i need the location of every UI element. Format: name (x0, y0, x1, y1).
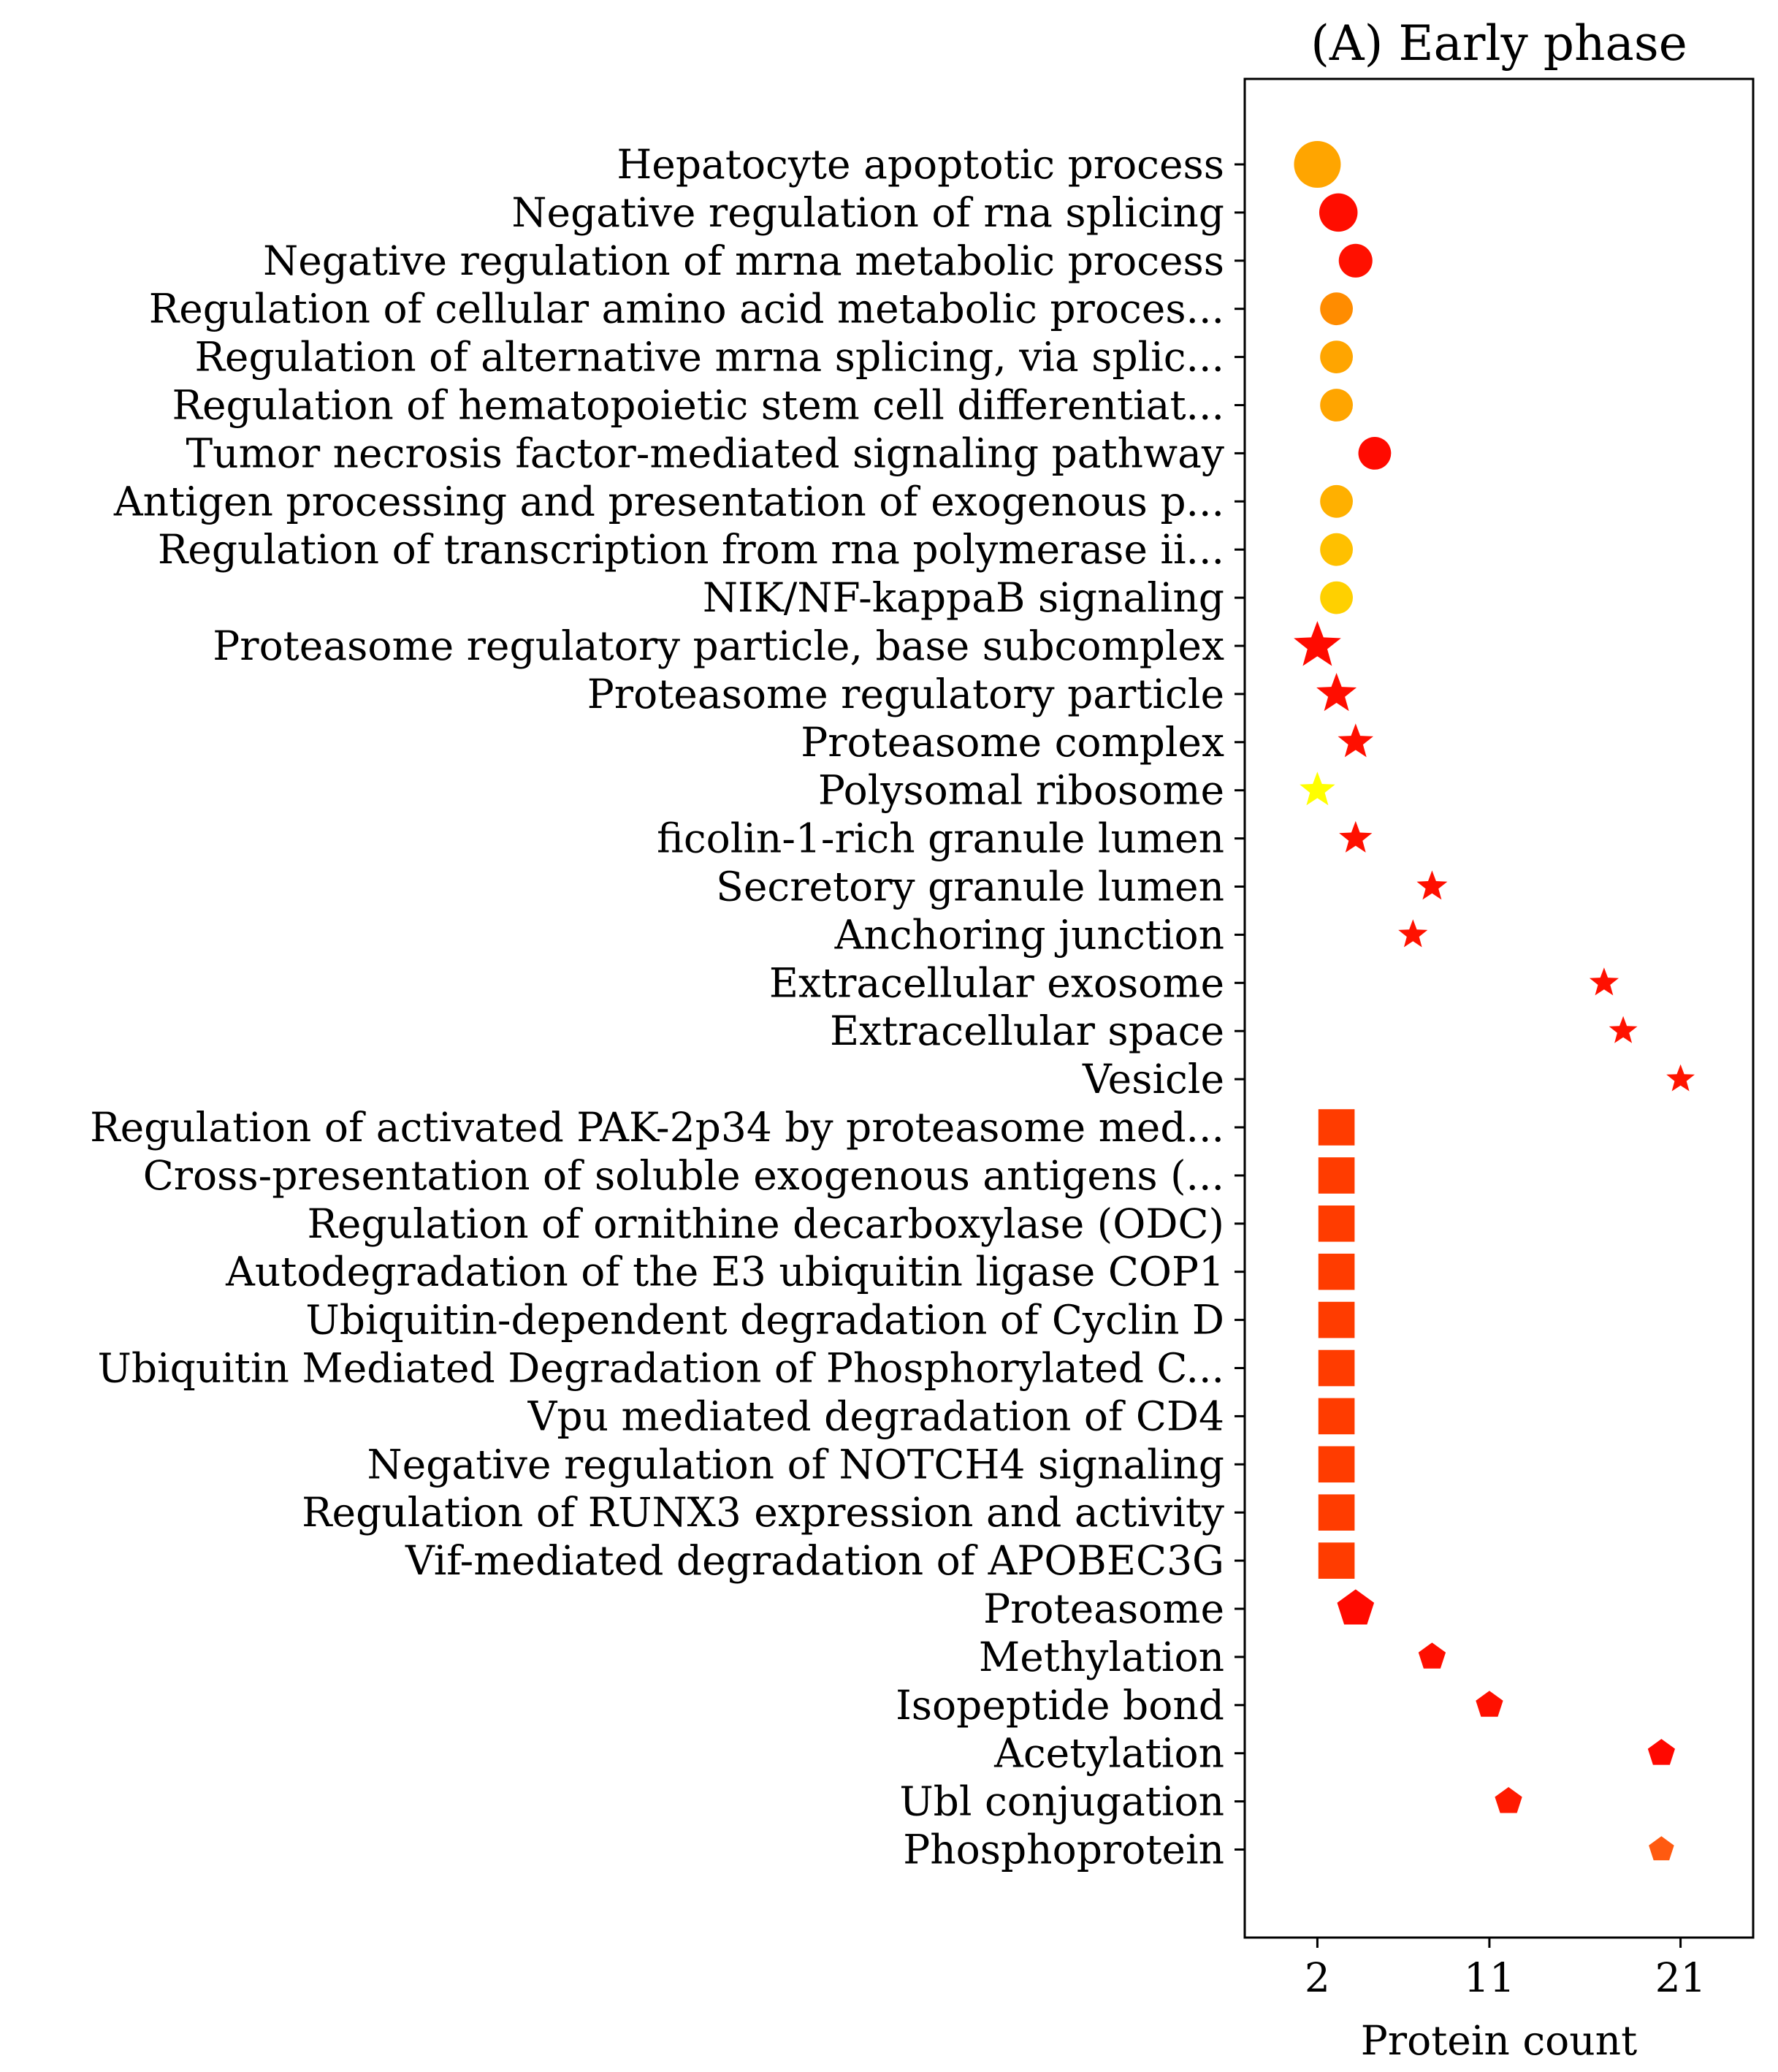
data-point-pentagon (1476, 1691, 1503, 1717)
data-point-square (1318, 1206, 1355, 1242)
y-tick-label: Extracellular exosome (769, 959, 1224, 1006)
data-point-circle (1338, 243, 1373, 278)
data-point-pentagon (1495, 1787, 1522, 1813)
y-tick-label: Proteasome regulatory particle (587, 671, 1224, 717)
data-point-star (1339, 820, 1373, 853)
data-point-circle (1320, 533, 1353, 566)
data-point-circle (1319, 193, 1358, 232)
data-point-star (1294, 621, 1341, 666)
data-point-pentagon (1418, 1642, 1446, 1669)
data-point-square (1318, 1494, 1355, 1531)
data-point-circle (1320, 292, 1353, 326)
data-point-star (1338, 723, 1373, 758)
x-axis-title: Protein count (1361, 2017, 1637, 2064)
y-tick-label: Ubiquitin-dependent degradation of Cycli… (305, 1297, 1224, 1344)
x-axis: 2 11 21 (1305, 1938, 1706, 2001)
y-tick-label: Acetylation (993, 1730, 1224, 1777)
y-tick-label: Ubl conjugation (899, 1778, 1224, 1825)
y-tick-label: ficolin-1-rich granule lumen (657, 815, 1224, 862)
y-tick-label: Regulation of activated PAK-2p34 by prot… (90, 1104, 1224, 1151)
y-tick-label: Vif-mediated degradation of APOBEC3G (405, 1537, 1224, 1584)
y-tick-label: Hepatocyte apoptotic process (617, 141, 1224, 188)
chart-title: (A) Early phase (1310, 15, 1687, 72)
data-point-circle (1320, 340, 1353, 373)
y-tick-label: Regulation of hematopoietic stem cell di… (172, 382, 1224, 429)
data-point-square (1318, 1301, 1355, 1338)
plot-frame (1243, 77, 1755, 1939)
y-tick-label: Tumor necrosis factor-mediated signaling… (186, 430, 1224, 476)
y-tick-label: Autodegradation of the E3 ubiquitin liga… (225, 1249, 1224, 1295)
y-tick-label: Negative regulation of mrna metabolic pr… (263, 237, 1224, 284)
y-tick-label: NIK/NF-kappaB signaling (703, 574, 1224, 621)
y-tick-label: Regulation of ornithine decarboxylase (O… (308, 1200, 1225, 1247)
y-tick-label: Methylation (979, 1634, 1224, 1680)
y-tick-label: Anchoring junction (834, 911, 1224, 958)
data-point-star (1316, 673, 1357, 712)
data-point-pentagon (1337, 1589, 1375, 1625)
y-tick-label: Isopeptide bond (896, 1682, 1224, 1729)
data-point-star (1666, 1064, 1695, 1092)
data-point-square (1318, 1157, 1355, 1194)
y-tick-label: Proteasome (983, 1585, 1224, 1632)
y-tick-label: Extracellular space (830, 1008, 1224, 1054)
y-tick-label: Ubiquitin Mediated Degradation of Phosph… (97, 1345, 1224, 1392)
y-tick-label: Negative regulation of rna splicing (511, 189, 1224, 236)
data-point-star (1609, 1016, 1638, 1043)
data-markers (1294, 141, 1695, 1861)
data-point-circle (1320, 581, 1353, 614)
y-tick-label: Regulation of alternative mrna splicing,… (194, 334, 1224, 381)
data-point-star (1398, 919, 1428, 948)
x-tick-label: 11 (1464, 1954, 1515, 2001)
y-tick-label: Cross-presentation of soluble exogenous … (143, 1152, 1224, 1199)
y-tick-label: Secretory granule lumen (716, 864, 1224, 910)
y-tick-label: Phosphoprotein (903, 1827, 1224, 1873)
y-tick-label: Proteasome complex (801, 719, 1224, 766)
y-tick-label: Antigen processing and presentation of e… (113, 478, 1224, 525)
data-point-square (1318, 1109, 1355, 1146)
data-point-square (1318, 1349, 1355, 1387)
data-point-star (1589, 967, 1619, 996)
data-point-circle (1320, 389, 1353, 422)
data-point-pentagon (1649, 1836, 1674, 1861)
data-point-square (1318, 1398, 1355, 1435)
data-point-square (1318, 1253, 1355, 1290)
data-point-star (1300, 772, 1335, 806)
y-tick-label: Regulation of transcription from rna pol… (158, 526, 1224, 573)
x-tick-label: 21 (1655, 1954, 1706, 2001)
y-tick-label: Vesicle (1082, 1056, 1224, 1102)
x-tick-label: 2 (1305, 1954, 1330, 2001)
y-tick-label: Vpu mediated degradation of CD4 (527, 1393, 1224, 1439)
y-tick-label: Regulation of cellular amino acid metabo… (149, 286, 1224, 332)
y-tick-label: Proteasome regulatory particle, base sub… (213, 622, 1224, 669)
data-point-square (1318, 1446, 1355, 1483)
y-tick-label: Regulation of RUNX3 expression and activ… (302, 1489, 1224, 1536)
data-point-star (1416, 870, 1448, 900)
y-tick-label: Polysomal ribosome (818, 767, 1224, 814)
data-point-circle (1320, 484, 1353, 518)
data-point-circle (1358, 437, 1392, 470)
data-point-circle (1294, 141, 1341, 188)
data-point-pentagon (1647, 1739, 1675, 1765)
y-tick-label: Negative regulation of NOTCH4 signaling (367, 1441, 1224, 1488)
data-point-square (1318, 1542, 1355, 1579)
